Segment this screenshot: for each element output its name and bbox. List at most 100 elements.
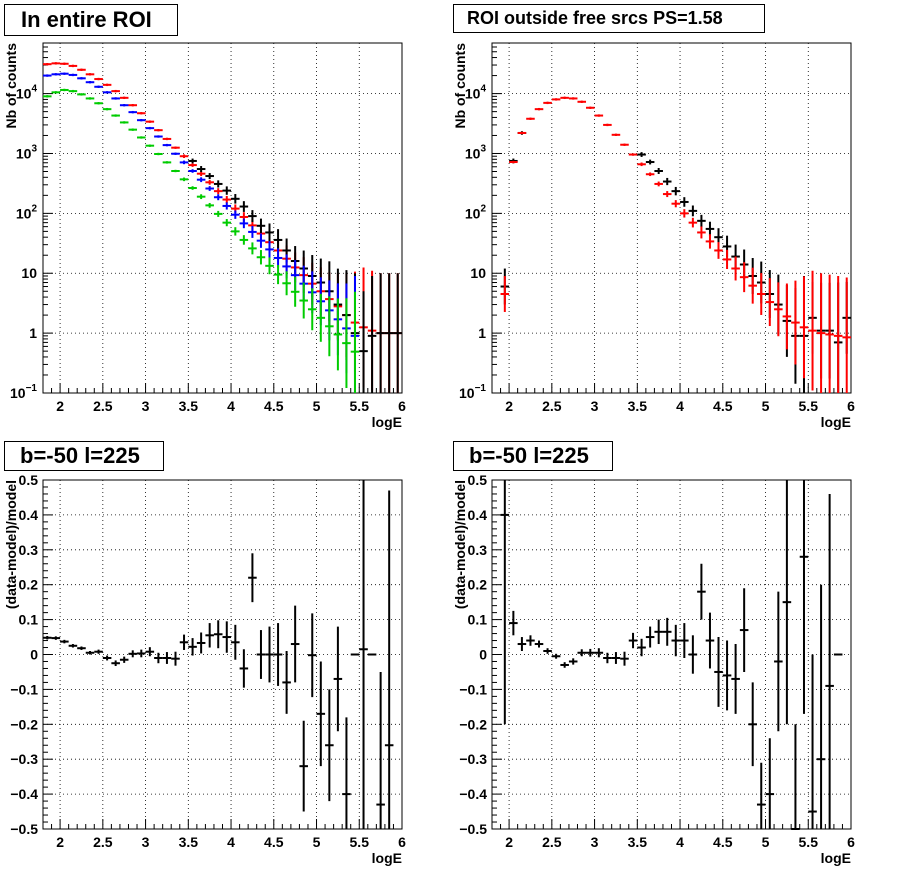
data-point — [265, 626, 274, 683]
data-point — [808, 270, 817, 391]
data-point — [179, 154, 189, 159]
y-tick-label: 0.5 — [19, 472, 39, 488]
data-point — [273, 264, 283, 285]
data-point — [282, 271, 291, 296]
data-point — [509, 160, 518, 164]
y-tick-label: 103 — [16, 143, 38, 161]
y-tick-label: −0.1 — [459, 681, 487, 697]
x-tick-label: 5 — [313, 398, 321, 414]
plot-frame — [491, 42, 852, 394]
data-point — [222, 202, 232, 210]
y-tick-label: 102 — [465, 203, 487, 221]
data-point — [154, 152, 163, 156]
data-point — [705, 612, 715, 669]
y-tick-label: 10 — [21, 265, 37, 281]
plot-panel-2: 2 2.5 3 3.5 4 4.5 5 5.5 6 10−1 1 10 102 103 104 logE Nb … — [452, 42, 855, 430]
data-point — [307, 613, 317, 698]
data-point — [145, 647, 155, 657]
y-tick-label: 103 — [465, 143, 487, 161]
x-tick-label: 2.5 — [542, 834, 562, 850]
plot-title-residual-right: b=-50 l=225 — [453, 441, 613, 471]
data-point — [51, 62, 61, 65]
data-point — [688, 635, 698, 674]
data-point — [342, 717, 351, 829]
data-point — [119, 96, 129, 100]
data-point — [577, 649, 587, 657]
data-point — [671, 200, 681, 208]
data-point — [213, 210, 223, 217]
y-tick-label: 0.2 — [468, 577, 488, 593]
data-point — [654, 181, 663, 187]
data-series-1 — [43, 480, 394, 829]
data-point — [188, 186, 197, 190]
y-tick-label: −0.3 — [459, 751, 487, 767]
data-point — [620, 143, 629, 146]
x-tick-label: 2 — [505, 398, 513, 414]
y-tick-label: −0.5 — [459, 821, 487, 837]
data-point — [551, 653, 561, 659]
data-point — [154, 135, 163, 138]
data-point — [213, 620, 223, 649]
data-point — [526, 117, 535, 120]
data-point — [128, 110, 138, 114]
x-axis-label: logE — [821, 414, 851, 430]
data-point — [60, 62, 69, 65]
data-point — [637, 638, 646, 657]
data-point — [51, 91, 61, 94]
data-point — [620, 651, 629, 666]
y-tick-label: 0 — [479, 647, 487, 663]
data-point — [299, 720, 308, 812]
data-point — [799, 480, 809, 714]
y-tick-label: −0.4 — [459, 786, 487, 802]
data-point — [102, 91, 112, 94]
data-point — [222, 621, 232, 653]
data-point — [551, 98, 561, 101]
data-point — [816, 584, 826, 829]
data-point — [842, 277, 851, 393]
data-point — [248, 225, 257, 238]
data-point — [325, 689, 334, 802]
data-series-3 — [43, 72, 360, 393]
data-point — [222, 186, 232, 195]
data-point — [628, 153, 638, 156]
data-point — [680, 197, 689, 207]
data-point — [43, 74, 52, 77]
data-point — [77, 93, 86, 96]
data-point — [517, 131, 527, 135]
data-point — [273, 248, 283, 268]
data-point — [205, 173, 214, 180]
y-tick-label: 0.5 — [468, 472, 488, 488]
data-point — [756, 273, 766, 315]
data-point — [128, 128, 138, 131]
data-point — [543, 101, 552, 105]
plot-title-roi-outside: ROI outside free srcs PS=1.58 — [453, 4, 765, 33]
data-point — [256, 250, 266, 265]
data-point — [722, 249, 732, 270]
y-axis-label: Nb of counts — [3, 43, 19, 129]
data-point — [239, 201, 249, 212]
data-point — [662, 617, 672, 646]
data-point — [526, 635, 535, 646]
data-point — [384, 490, 394, 829]
data-point — [680, 209, 689, 218]
data-point — [137, 649, 146, 658]
data-point — [671, 186, 681, 196]
data-point — [77, 646, 86, 650]
x-tick-label: 4.5 — [713, 398, 733, 414]
data-point — [231, 227, 240, 236]
data-point — [705, 221, 715, 237]
data-point — [196, 177, 206, 183]
data-point — [722, 640, 732, 711]
y-tick-label: 102 — [16, 203, 38, 221]
data-point — [43, 62, 52, 66]
data-point — [333, 626, 343, 732]
y-axis-label: (data-model)/model — [3, 480, 19, 609]
x-tick-label: 5.5 — [799, 398, 819, 414]
x-tick-label: 2.5 — [93, 834, 113, 850]
plot-frame — [42, 479, 403, 830]
data-point — [603, 123, 612, 127]
y-tick-label: 0 — [30, 647, 38, 663]
data-point — [273, 623, 283, 686]
data-point — [85, 73, 95, 76]
